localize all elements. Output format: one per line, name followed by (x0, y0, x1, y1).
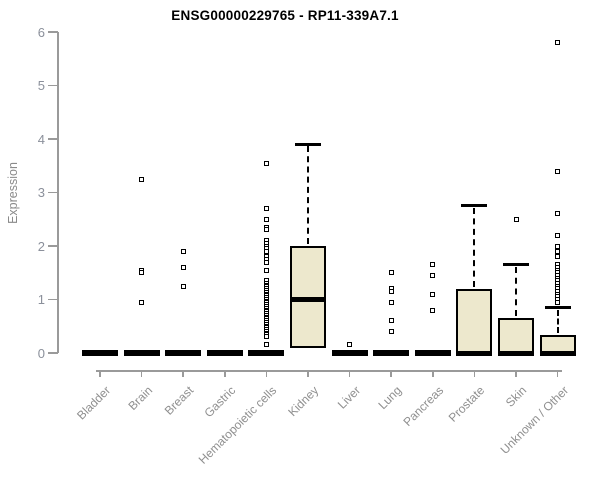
box (498, 318, 534, 353)
chart-title: ENSG00000229765 - RP11-339A7.1 (171, 8, 399, 23)
y-tick-label: 3 (37, 185, 45, 200)
whisker (515, 266, 517, 317)
outlier-point (263, 227, 269, 233)
box (456, 288, 493, 353)
outlier-point (139, 176, 145, 182)
outlier-point (263, 216, 269, 222)
x-tick-line (182, 370, 184, 377)
whisker-cap (295, 142, 321, 146)
outlier-point (513, 216, 519, 222)
y-tick-line (48, 352, 58, 354)
whisker-cap (544, 306, 571, 310)
collapsed-box (82, 350, 118, 356)
whisker (473, 207, 476, 287)
outlier-point (263, 342, 269, 348)
outlier-point (555, 243, 561, 249)
outlier-point (388, 270, 394, 276)
median-line (456, 350, 493, 356)
x-tick-label-unknown-other: Unknown / Other (497, 383, 571, 457)
collapsed-box (165, 350, 202, 356)
outlier-point (430, 262, 436, 268)
y-tick-label: 2 (37, 238, 45, 254)
outlier-point (263, 267, 269, 273)
outlier-point (263, 248, 269, 254)
median-line (539, 350, 576, 356)
outlier-point (555, 211, 561, 217)
outlier-point (430, 307, 436, 313)
x-tick-line (556, 370, 559, 377)
outlier-point (430, 272, 436, 278)
outlier-point (263, 160, 269, 166)
collapsed-box (206, 350, 243, 356)
whisker (307, 146, 309, 244)
x-tick-line (348, 370, 351, 377)
outlier-point (388, 299, 394, 305)
outlier-point (347, 342, 353, 348)
outlier-point (388, 288, 394, 294)
outlier-point (263, 334, 269, 340)
x-tick-line (224, 370, 226, 377)
y-tick-label: 6 (37, 24, 45, 40)
x-tick-line (140, 370, 143, 377)
outlier-point (555, 40, 561, 46)
outlier-point (555, 299, 561, 305)
x-tick-line (432, 370, 434, 377)
median-line (290, 297, 326, 302)
median-line (498, 350, 534, 356)
x-axis-line (96, 370, 562, 372)
y-tick-line (48, 191, 58, 194)
y-tick-line (48, 84, 58, 87)
x-tick-line (390, 370, 392, 377)
y-tick-label: 4 (37, 131, 45, 147)
collapsed-box (414, 350, 451, 356)
y-tick-label: 5 (37, 78, 45, 93)
outlier-point (139, 299, 145, 305)
whisker-cap (503, 263, 529, 267)
outlier-point (555, 168, 561, 174)
y-tick-line (48, 138, 58, 140)
y-tick-line (48, 31, 58, 33)
outlier-point (180, 248, 186, 254)
y-tick-label: 0 (37, 345, 45, 361)
outlier-point (555, 232, 561, 238)
outlier-point (430, 291, 436, 297)
outlier-point (139, 270, 145, 276)
outlier-point (180, 264, 186, 270)
y-tick-line (48, 245, 58, 247)
x-tick-line (473, 370, 476, 377)
collapsed-box (248, 350, 285, 356)
x-tick-line (515, 370, 517, 377)
box (290, 246, 326, 348)
x-tick-line (265, 370, 268, 377)
outlier-point (263, 259, 269, 265)
outlier-point (263, 206, 269, 212)
x-tick-line (307, 370, 309, 377)
outlier-point (180, 283, 186, 289)
collapsed-box (123, 350, 160, 356)
collapsed-box (373, 350, 410, 356)
outlier-point (388, 329, 394, 335)
outlier-point (555, 248, 561, 254)
whisker (556, 309, 559, 334)
y-tick-line (48, 298, 58, 301)
y-tick-label: 1 (37, 292, 45, 307)
outlier-point (388, 318, 394, 324)
whisker-cap (461, 204, 488, 208)
x-tick-line (99, 370, 101, 377)
outlier-point (555, 254, 561, 260)
collapsed-box (331, 350, 368, 356)
